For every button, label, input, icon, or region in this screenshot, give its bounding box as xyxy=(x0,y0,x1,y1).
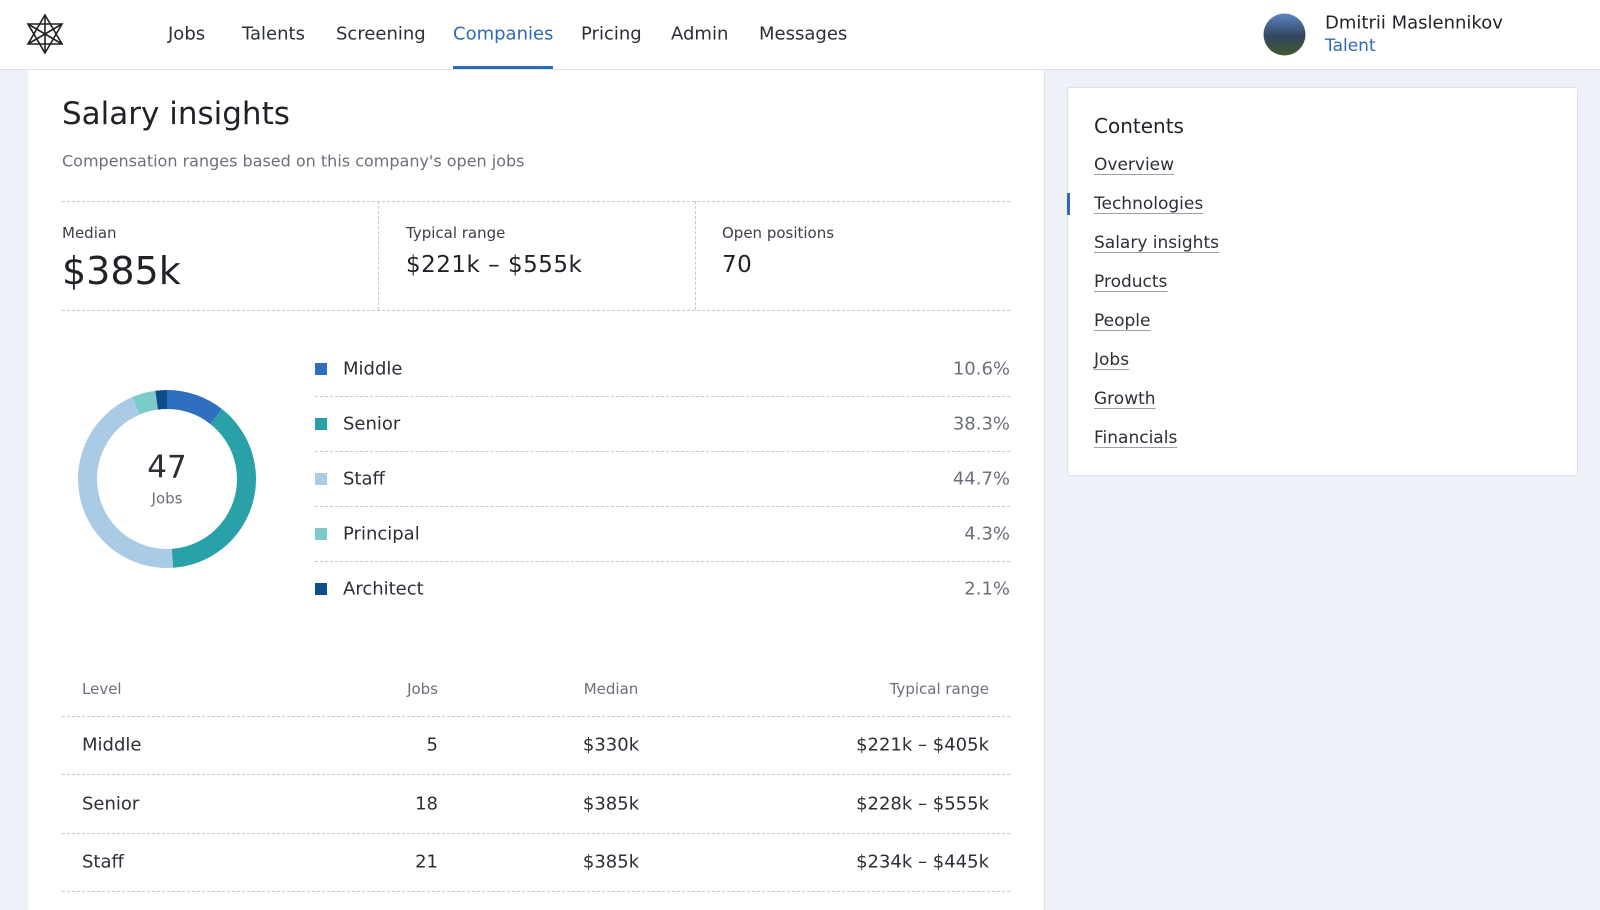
table-cell: Senior xyxy=(82,793,140,814)
divider xyxy=(315,451,1010,452)
table-cell: $221k – $405k xyxy=(856,734,989,756)
stat-label: Open positions xyxy=(722,224,835,242)
table-cell: 21 xyxy=(415,851,438,873)
contents-title: Contents xyxy=(1094,114,1184,138)
legend-swatch xyxy=(315,473,327,485)
divider xyxy=(315,506,1010,507)
stat-value: $221k – $555k xyxy=(406,252,583,278)
value-label: 2.1% xyxy=(964,578,1010,600)
donut-segment xyxy=(167,390,222,424)
nav-item[interactable]: Talents xyxy=(242,23,305,45)
legend-label: Senior xyxy=(343,413,401,435)
table-header: Level xyxy=(82,680,122,698)
table-header: Jobs xyxy=(407,680,438,698)
table-cell: 5 xyxy=(426,734,438,756)
stat-value: $385k xyxy=(62,249,181,293)
legend-label: Architect xyxy=(343,578,424,600)
nav-item[interactable]: Screening xyxy=(336,23,426,45)
legend-swatch xyxy=(315,418,327,430)
value-label: 38.3% xyxy=(952,413,1010,435)
divider xyxy=(62,310,1010,311)
donut-segment xyxy=(171,409,256,568)
legend-label: Staff xyxy=(343,468,385,490)
table-cell: Middle xyxy=(82,734,142,756)
divider xyxy=(378,201,379,310)
divider xyxy=(62,201,1010,202)
table-cell: $385k xyxy=(582,793,640,814)
donut-center-label: Jobs xyxy=(151,490,183,508)
user-name: Dmitrii Maslennikov xyxy=(1325,12,1503,34)
contents-link[interactable]: Salary insights xyxy=(1094,233,1219,253)
stat-label: Typical range xyxy=(406,224,506,242)
table-header: Typical range xyxy=(889,680,989,698)
top-nav: Dmitrii Maslennikov Talent xyxy=(0,0,1600,70)
page-subtitle: Compensation ranges based on this compan… xyxy=(62,151,525,171)
donut-segment xyxy=(155,390,167,410)
legend-label: Middle xyxy=(343,358,403,380)
nav-item[interactable]: Jobs xyxy=(168,23,206,45)
table-cell: 18 xyxy=(415,793,438,814)
stat-value: 70 xyxy=(722,252,753,278)
logo[interactable] xyxy=(25,13,65,55)
contents-link[interactable]: Products xyxy=(1094,272,1168,292)
contents-link[interactable]: Jobs xyxy=(1094,350,1130,370)
value-label: 4.3% xyxy=(964,523,1010,545)
divider xyxy=(62,891,1010,892)
divider xyxy=(62,716,1010,717)
divider xyxy=(62,832,1010,834)
contents-link[interactable]: Growth xyxy=(1094,389,1156,409)
page-title: Salary insights xyxy=(62,96,290,132)
user-role: Talent xyxy=(1325,36,1376,56)
donut-center-value: 47 xyxy=(147,450,186,486)
contents-link[interactable]: Financials xyxy=(1094,428,1178,448)
main-panel xyxy=(28,70,1045,910)
table-cell: Staff xyxy=(82,851,124,873)
stat-label: Median xyxy=(62,224,117,242)
nav-item[interactable]: Pricing xyxy=(581,23,642,45)
legend-swatch xyxy=(315,363,327,375)
donut-segment xyxy=(78,397,174,568)
legend-label: Principal xyxy=(343,523,420,545)
table-cell: $234k – $445k xyxy=(856,851,989,873)
legend-swatch xyxy=(315,583,327,595)
avatar[interactable] xyxy=(1263,13,1306,56)
nav-item[interactable]: Companies xyxy=(453,23,554,45)
divider xyxy=(62,774,1010,775)
value-label: 44.7% xyxy=(952,468,1010,490)
table-header: Median xyxy=(583,680,639,698)
contents-card xyxy=(1067,87,1578,476)
contents-link[interactable]: People xyxy=(1094,311,1151,331)
table-cell: $330k xyxy=(582,734,640,756)
nav-active-underline xyxy=(453,66,553,69)
donut-chart: 47 Jobs xyxy=(78,390,256,568)
donut-segment xyxy=(132,390,158,415)
divider xyxy=(315,561,1010,562)
value-label: 10.6% xyxy=(952,358,1010,380)
legend-swatch xyxy=(315,528,327,540)
nav-item[interactable]: Messages xyxy=(759,23,848,45)
contents-link[interactable]: Technologies xyxy=(1094,194,1204,214)
active-indicator xyxy=(1067,193,1070,215)
contents-link[interactable]: Overview xyxy=(1094,155,1175,175)
table-cell: $228k – $555k xyxy=(856,793,989,814)
divider xyxy=(695,201,696,310)
divider xyxy=(315,396,1010,397)
table-cell: $385k xyxy=(582,851,640,873)
nav-item[interactable]: Admin xyxy=(671,23,729,45)
